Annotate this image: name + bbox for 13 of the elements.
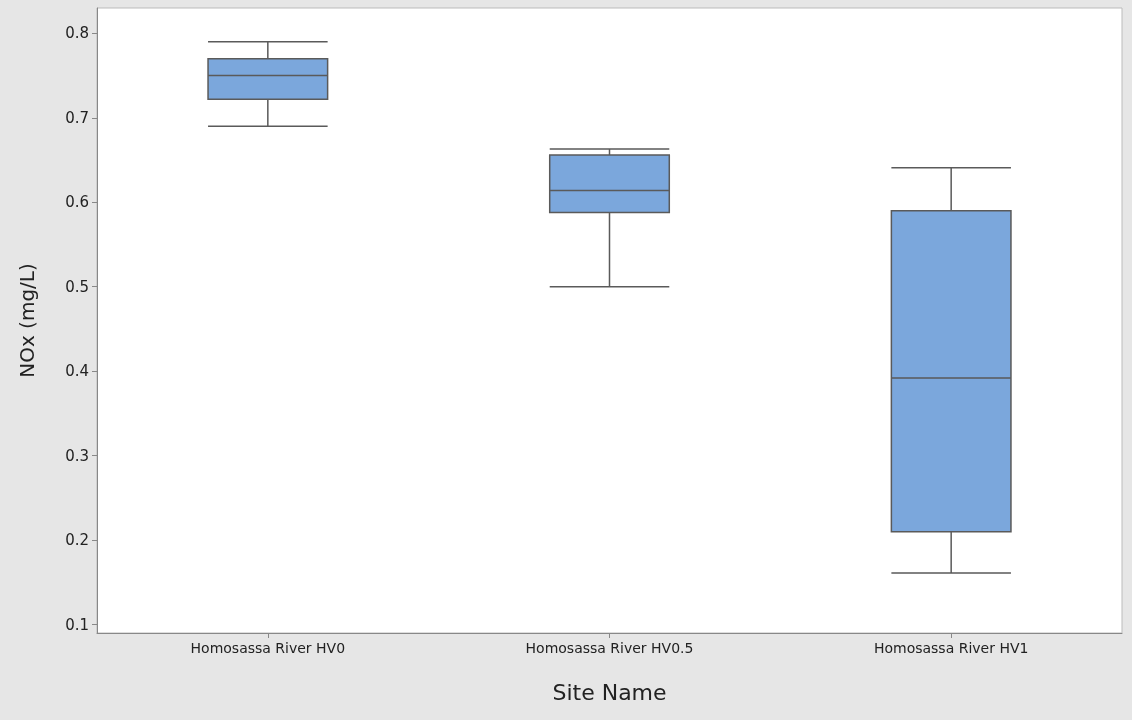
- x-axis-title: Site Name: [552, 679, 667, 705]
- y-tick-label: 0.3: [65, 446, 89, 465]
- y-axis-title: NOx (mg/L): [15, 263, 39, 378]
- y-tick-label: 0.7: [65, 108, 89, 127]
- y-tick-label: 0.8: [65, 24, 89, 43]
- y-tick-label: 0.5: [65, 277, 89, 296]
- y-tick-label: 0.6: [65, 193, 89, 212]
- x-tick-label: Homosassa River HV0: [190, 640, 346, 656]
- y-tick-label: 0.4: [65, 362, 89, 381]
- y-tick-label: 0.1: [65, 615, 89, 634]
- y-tick-label: 0.2: [65, 531, 89, 550]
- x-tick-label: Homosassa River HV0.5: [525, 640, 694, 656]
- x-tick-label: Homosassa River HV1: [873, 640, 1029, 656]
